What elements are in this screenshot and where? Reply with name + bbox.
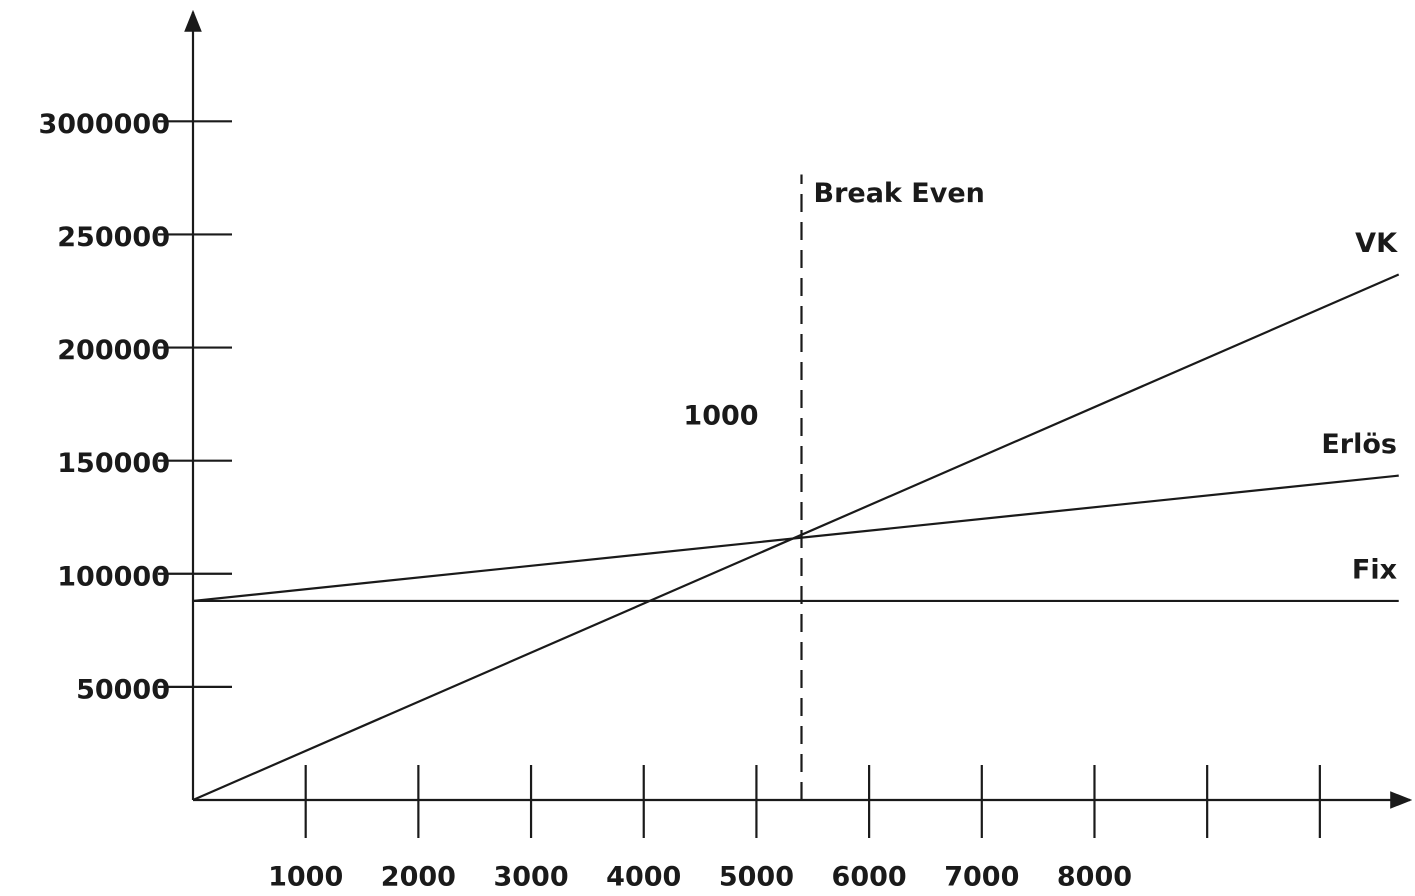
- x-tick-label: 7000: [944, 862, 1019, 893]
- series-label: Erlös: [1321, 429, 1397, 460]
- x-tick-label: 4000: [606, 862, 681, 893]
- x-tick-label: 6000: [832, 862, 907, 893]
- y-tick-label: 3000000: [38, 109, 170, 140]
- series-label: VK: [1355, 228, 1398, 259]
- y-tick-label: 150000: [57, 448, 170, 479]
- break-even-label: Break Even: [814, 178, 985, 209]
- series-line: [192, 474, 1399, 603]
- x-tick-label: 8000: [1057, 862, 1132, 893]
- x-tick-label: 1000: [268, 862, 343, 893]
- x-tick-label: 3000: [493, 862, 568, 893]
- y-tick-label: 200000: [57, 335, 170, 366]
- x-tick-label: 5000: [719, 862, 794, 893]
- y-tick-label: 250000: [57, 222, 170, 253]
- x-tick-label: 2000: [381, 862, 456, 893]
- series-label: Fix: [1352, 554, 1397, 585]
- y-tick-label: 100000: [57, 561, 170, 592]
- y-tick-label: 50000: [76, 674, 170, 705]
- annotation: 1000: [683, 401, 758, 432]
